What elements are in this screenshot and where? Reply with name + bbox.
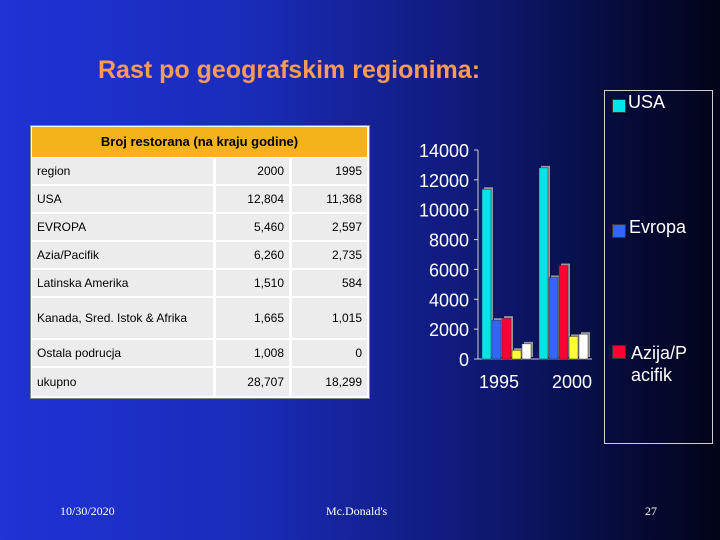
slide-title: Rast po geografskim regionima:	[98, 56, 481, 84]
bar	[521, 343, 532, 360]
table-cell: 18,299	[292, 368, 367, 396]
restaurant-table: Broj restorana (na kraju godine) region 2…	[30, 125, 370, 399]
table-row: USA 12,804 11,368	[32, 186, 367, 212]
x-tick-label: 2000	[552, 372, 592, 392]
table-cell: region	[32, 158, 213, 184]
bar	[578, 333, 589, 360]
table-cell: 2,735	[292, 242, 367, 268]
table-row: Ostala podrucja 1,008 0	[32, 340, 367, 366]
footer-date: 10/30/2020	[60, 504, 115, 518]
bar	[538, 167, 549, 360]
table-cell: 12,804	[216, 186, 289, 212]
chart-legend	[604, 90, 713, 444]
y-tick-label: 4000	[429, 290, 469, 310]
y-tick-label: 10000	[419, 201, 469, 221]
y-tick-label: 2000	[429, 320, 469, 340]
footer-page-number: 27	[645, 504, 657, 518]
table-cell: 6,260	[216, 242, 289, 268]
x-tick-label: 1995	[479, 372, 519, 392]
table-cell: 5,460	[216, 214, 289, 240]
table-cell: 1,510	[216, 270, 289, 296]
table-row: ukupno 28,707 18,299	[32, 368, 367, 396]
y-tick-label: 8000	[429, 231, 469, 251]
bar	[558, 265, 569, 360]
table-cell: 1995	[292, 158, 367, 184]
table-cell: 0	[292, 340, 367, 366]
table-header: Broj restorana (na kraju godine)	[32, 127, 367, 157]
table-row: Kanada, Sred. Istok & Afrika 1,665 1,015	[32, 298, 367, 338]
bar	[511, 350, 522, 360]
bar	[568, 336, 579, 360]
table-cell: 1,008	[216, 340, 289, 366]
bar	[548, 277, 559, 360]
bar	[501, 317, 512, 360]
table-cell: Latinska Amerika	[32, 270, 213, 296]
table-row: Azia/Pacifik 6,260 2,735	[32, 242, 367, 268]
legend-label: Evropa	[629, 217, 687, 237]
table-cell: Kanada, Sred. Istok & Afrika	[32, 298, 213, 338]
footer-center-text: Mc.Donald's	[326, 504, 388, 518]
table-cell: 28,707	[216, 368, 289, 396]
table-column-header-row: region 2000 1995	[32, 158, 367, 184]
y-tick-label: 6000	[429, 260, 469, 280]
y-tick-label: 14000	[419, 141, 469, 161]
table-cell: 2,597	[292, 214, 367, 240]
table-cell: Ostala podrucja	[32, 340, 213, 366]
y-tick-label: 0	[459, 350, 469, 370]
table-row: Latinska Amerika 1,510 584	[32, 270, 367, 296]
table-cell: ukupno	[32, 368, 213, 396]
table-cell: USA	[32, 186, 213, 212]
bar	[491, 319, 502, 360]
legend-swatch	[612, 345, 626, 359]
legend-label: acifik	[631, 365, 673, 385]
table-cell: 1,015	[292, 298, 367, 338]
table-cell: Azia/Pacifik	[32, 242, 213, 268]
legend-label: Azija/P	[631, 343, 688, 363]
legend-label: USA	[628, 92, 666, 112]
table-cell: 584	[292, 270, 367, 296]
legend-swatch	[612, 224, 626, 238]
table-cell: 11,368	[292, 186, 367, 212]
table-cell: 1,665	[216, 298, 289, 338]
table-cell: 2000	[216, 158, 289, 184]
table-row: EVROPA 5,460 2,597	[32, 214, 367, 240]
y-tick-label: 12000	[419, 171, 469, 191]
legend-swatch	[612, 99, 626, 113]
table-cell: EVROPA	[32, 214, 213, 240]
bar	[481, 189, 492, 360]
